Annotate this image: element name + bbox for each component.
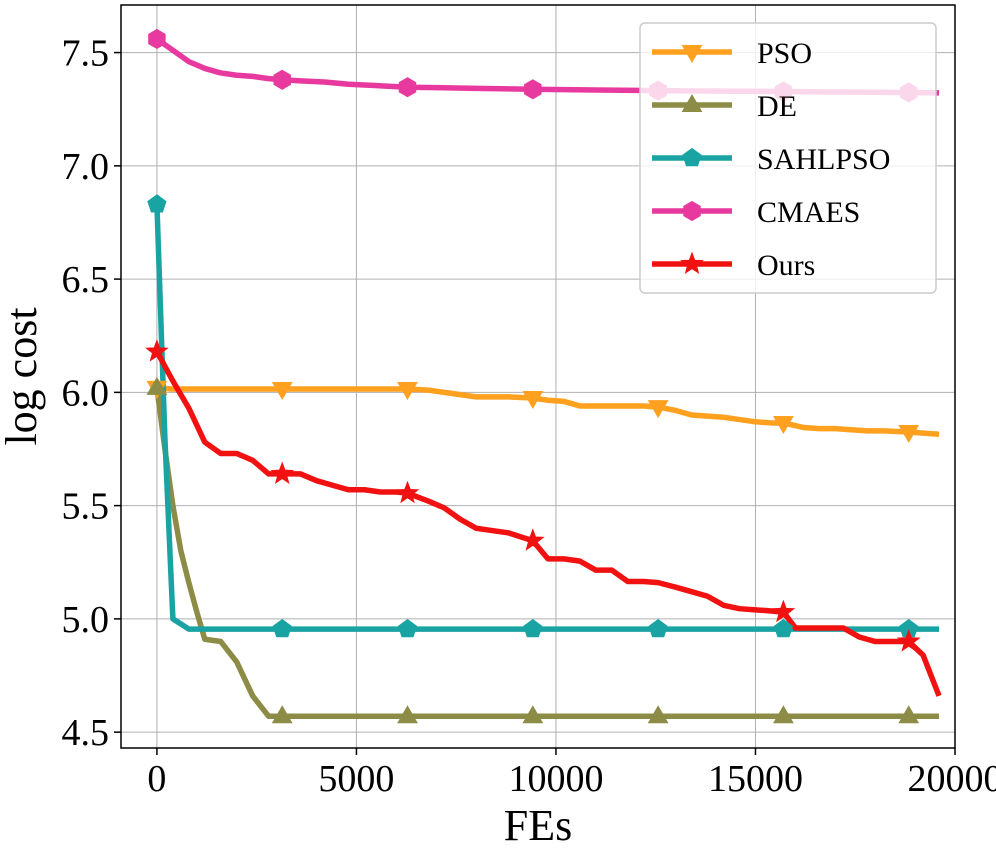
legend-box xyxy=(639,22,937,294)
data-point-cmaes xyxy=(398,77,417,98)
data-point-de xyxy=(898,705,920,724)
data-point-cmaes xyxy=(524,79,542,100)
data-point-pso xyxy=(773,415,794,434)
y-tick-label: 7.0 xyxy=(62,146,110,188)
data-point-de xyxy=(647,705,669,724)
data-point-sahlpso xyxy=(272,618,292,638)
data-point-ours xyxy=(771,599,796,623)
data-point-ours xyxy=(520,528,545,551)
data-point-sahlpso xyxy=(147,194,167,213)
legend-marker-cmaes xyxy=(683,200,701,222)
data-point-pso xyxy=(898,425,920,443)
data-point-cmaes xyxy=(148,28,166,50)
legend-marker-ours xyxy=(680,251,704,275)
plot-frame xyxy=(120,4,956,749)
legend-marker-de xyxy=(681,94,703,112)
data-point-cmaes xyxy=(273,69,291,90)
x-tick-label: 0 xyxy=(147,758,166,800)
x-tick-label: 20000 xyxy=(908,758,996,800)
data-point-de xyxy=(773,705,794,724)
legend-label-de: DE xyxy=(757,90,797,123)
data-point-de xyxy=(397,705,418,724)
data-point-ours xyxy=(395,480,420,504)
data-point-sahlpso xyxy=(773,618,794,638)
legend-label-pso: PSO xyxy=(757,37,812,70)
series-line-ours xyxy=(154,350,942,697)
x-axis-label: FEs xyxy=(504,801,572,850)
data-point-pso xyxy=(647,400,669,419)
legend-label-sahlpso: SAHLPSO xyxy=(757,143,890,176)
y-tick-label: 4.5 xyxy=(62,712,110,754)
data-point-pso xyxy=(522,391,544,410)
data-point-sahlpso xyxy=(648,618,668,638)
legend-label-cmaes: CMAES xyxy=(757,196,860,229)
data-point-pso xyxy=(397,381,418,400)
x-tick-label: 15000 xyxy=(708,758,803,800)
axis-ticks: 0 5000 10000 15000 20000 4.5 5.0 5.5 6.0 6.5 7.0 7.… xyxy=(62,33,996,800)
data-point-pso xyxy=(271,381,293,400)
data-point-ours xyxy=(896,629,921,652)
data-point-sahlpso xyxy=(397,618,418,638)
data-point-de xyxy=(522,705,544,724)
data-point-de xyxy=(146,376,168,395)
data-point-sahlpso xyxy=(523,618,543,638)
legend-marker-pso xyxy=(681,45,703,63)
y-tick-label: 6.0 xyxy=(62,372,110,414)
y-tick-label: 5.5 xyxy=(62,486,110,528)
data-point-ours xyxy=(145,339,169,362)
y-tick-label: 5.0 xyxy=(62,599,110,641)
y-axis-label: log cost xyxy=(0,307,46,445)
series-line-de xyxy=(154,387,940,720)
y-tick-label: 6.5 xyxy=(62,259,110,301)
series-line-pso xyxy=(156,385,940,438)
legend-marker-sahlpso xyxy=(682,147,702,167)
x-tick-label: 5000 xyxy=(318,758,394,800)
legend-label-ours: Ours xyxy=(757,249,815,282)
data-point-de xyxy=(271,705,293,724)
legend: PSO DE SAHLPSO CMAES Ours xyxy=(639,22,937,294)
y-tick-label: 7.5 xyxy=(62,33,110,75)
x-tick-label: 10000 xyxy=(508,758,603,800)
data-point-ours xyxy=(270,461,295,484)
